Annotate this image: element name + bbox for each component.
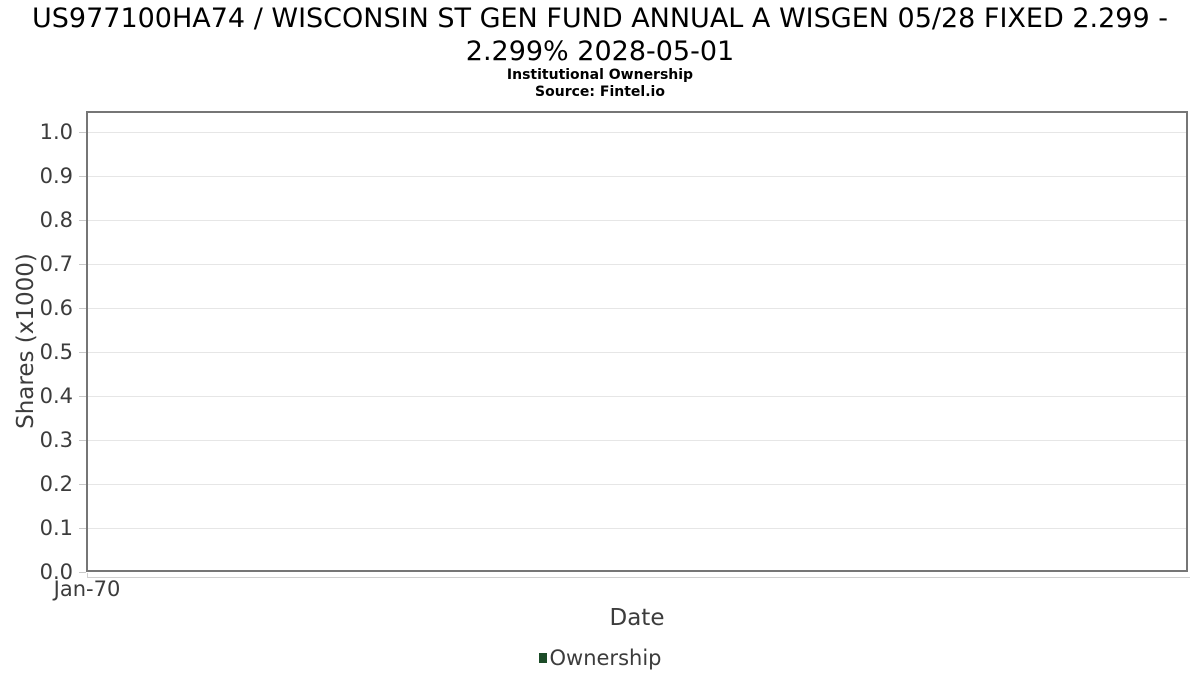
y-tick-mark bbox=[79, 484, 86, 485]
y-tick-mark bbox=[79, 572, 86, 573]
x-axis-domain-line bbox=[87, 577, 1190, 578]
legend-item-ownership[interactable]: Ownership bbox=[0, 645, 1200, 671]
legend-swatch-ownership bbox=[538, 653, 547, 663]
x-axis-title: Date bbox=[609, 605, 665, 631]
y-tick-label: 0.7 bbox=[39, 252, 73, 276]
y-tick-mark bbox=[79, 176, 86, 177]
y-gridline bbox=[88, 132, 1186, 133]
legend-label-ownership: Ownership bbox=[549, 646, 662, 670]
y-tick-mark bbox=[79, 440, 86, 441]
chart-subtitle: Institutional Ownership bbox=[506, 67, 694, 83]
y-axis-title: Shares (x1000) bbox=[13, 253, 39, 429]
y-tick-label: 0.2 bbox=[39, 472, 73, 496]
y-tick-label: 0.6 bbox=[39, 296, 73, 320]
y-tick-mark bbox=[79, 132, 86, 133]
y-tick-label: 0.3 bbox=[39, 428, 73, 452]
y-gridline bbox=[88, 264, 1186, 265]
y-gridline bbox=[88, 352, 1186, 353]
y-tick-label: 0.8 bbox=[39, 208, 73, 232]
y-gridline bbox=[88, 176, 1186, 177]
x-tick-label-jan-70: Jan-70 bbox=[53, 577, 121, 601]
y-gridline bbox=[88, 396, 1186, 397]
y-tick-mark bbox=[79, 308, 86, 309]
y-gridline bbox=[88, 528, 1186, 529]
y-tick-mark bbox=[79, 528, 86, 529]
y-tick-label: 1.0 bbox=[39, 120, 73, 144]
y-gridline bbox=[88, 440, 1186, 441]
y-tick-label: 0.4 bbox=[39, 384, 73, 408]
y-tick-label: 0.0 bbox=[39, 560, 73, 584]
y-tick-mark bbox=[79, 396, 86, 397]
x-tick-mark bbox=[87, 573, 88, 577]
y-tick-mark bbox=[79, 352, 86, 353]
y-gridline bbox=[88, 220, 1186, 221]
plot-area bbox=[86, 111, 1188, 572]
y-tick-label: 0.1 bbox=[39, 516, 73, 540]
chart-title: US977100HA74 / WISCONSIN ST GEN FUND ANN… bbox=[32, 3, 1168, 67]
chart-source: Source: Fintel.io bbox=[535, 84, 665, 100]
y-gridline bbox=[88, 484, 1186, 485]
y-tick-label: 0.5 bbox=[39, 340, 73, 364]
y-tick-mark bbox=[79, 264, 86, 265]
y-tick-label: 0.9 bbox=[39, 164, 73, 188]
y-gridline bbox=[88, 308, 1186, 309]
y-tick-mark bbox=[79, 220, 86, 221]
